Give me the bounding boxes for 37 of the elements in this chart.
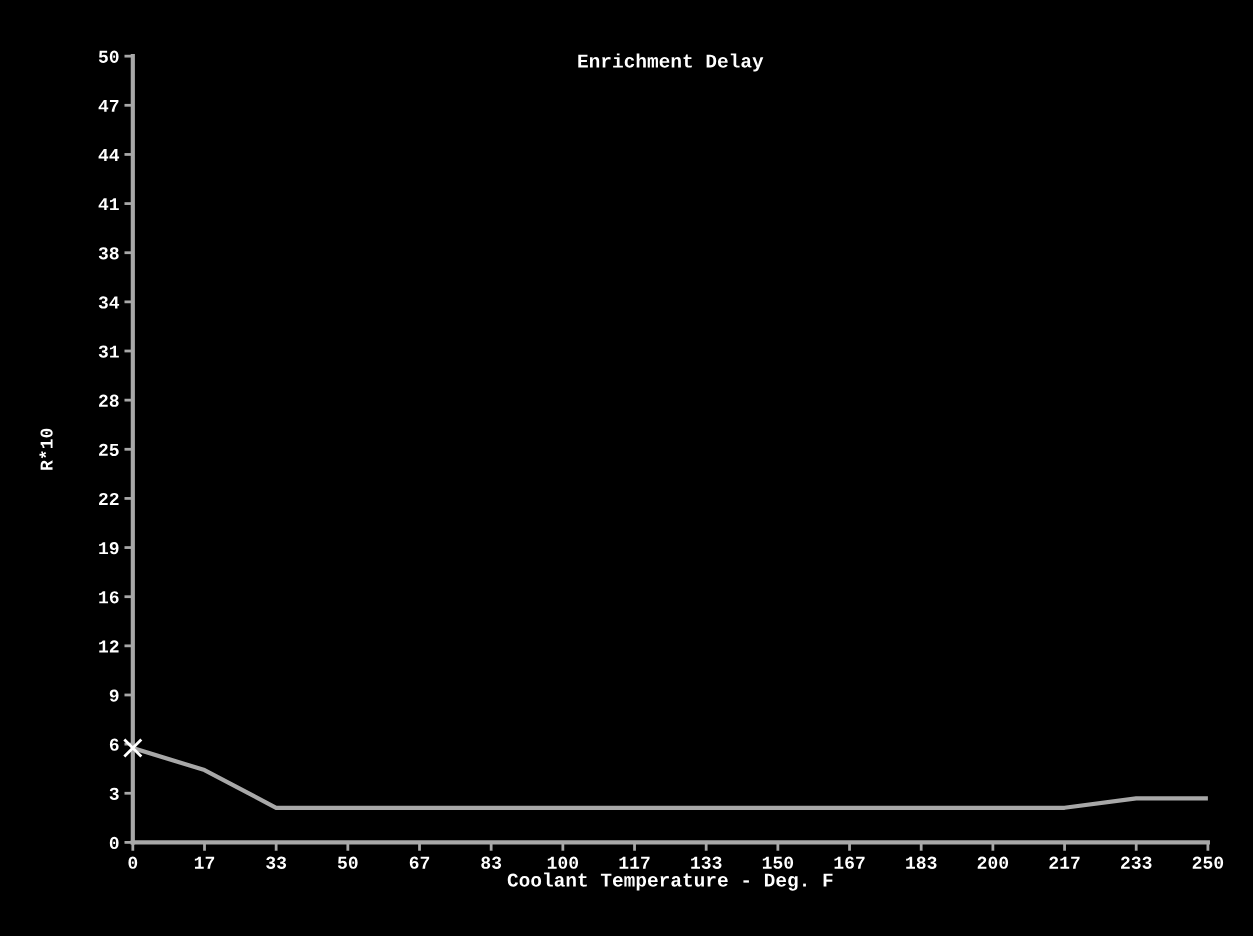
x-tick-label: 83 [481, 856, 502, 869]
y-tick-label: 16 [99, 591, 119, 604]
y-tick-label: 12 [99, 640, 119, 653]
y-tick-label: 50 [98, 50, 119, 63]
y-tick-label: 31 [98, 345, 119, 358]
y-axis-title: R*10 [39, 428, 53, 470]
x-tick-label: 167 [834, 856, 865, 869]
y-tick-label: 9 [109, 689, 119, 702]
y-tick-label: 34 [98, 296, 120, 309]
y-tick-label: 38 [98, 247, 119, 260]
chart-title: Enrichment Delay [578, 53, 764, 72]
y-tick-label: 41 [98, 198, 119, 211]
y-tick-label: 3 [109, 787, 119, 801]
x-tick-label: 250 [1192, 856, 1224, 869]
x-tick-label: 133 [691, 856, 722, 869]
x-tick-label: 150 [762, 856, 794, 869]
y-tick-label: 6 [109, 738, 119, 751]
x-axis-title: Coolant Temperature - Deg. F [507, 872, 833, 891]
y-tick-label: 25 [99, 443, 119, 456]
y-tick-label: 0 [109, 836, 119, 850]
x-tick-label: 67 [409, 856, 430, 869]
y-tick-label: 19 [99, 542, 119, 555]
line-series [132, 745, 1208, 810]
x-tick-label: 217 [1049, 856, 1080, 869]
y-tick-label: 47 [98, 99, 119, 112]
x-tick-label: 33 [266, 856, 287, 869]
x-tick-label: 50 [337, 856, 358, 869]
x-tick-label: 17 [194, 856, 215, 869]
y-tick-label: 28 [99, 394, 119, 407]
y-tick-label: 22 [99, 492, 119, 505]
x-tick-label: 200 [977, 856, 1009, 869]
x-tick-label: 183 [906, 856, 937, 869]
x-tick-label: 233 [1121, 856, 1152, 869]
x-tick-label: 117 [619, 856, 650, 869]
x-tick-label: 100 [547, 856, 579, 869]
x-tick-label: 0 [128, 856, 138, 869]
y-tick-label: 44 [98, 149, 120, 161]
